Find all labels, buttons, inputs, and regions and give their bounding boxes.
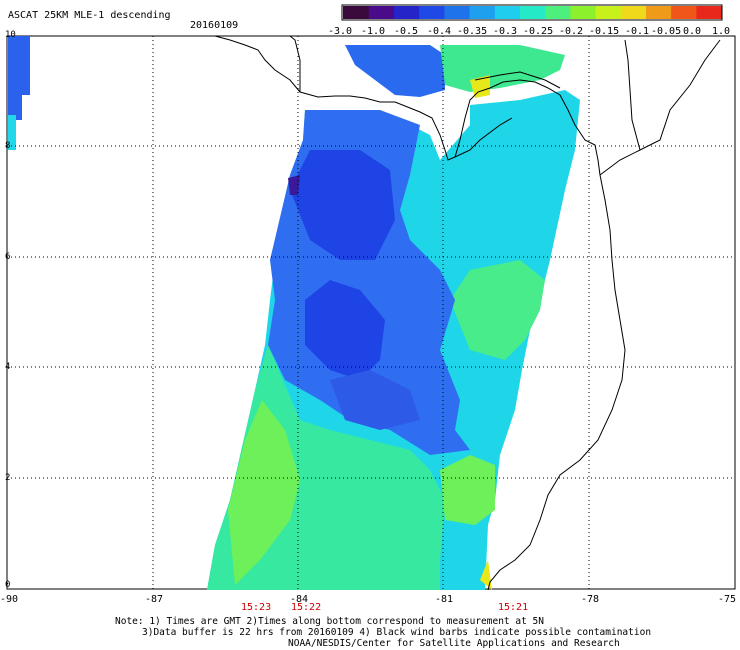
colorbar-swatch [695,6,722,19]
colorbar-tick: 1.0 [712,26,731,37]
longitude-label: -90 [0,594,19,605]
colorbar-swatch [368,6,394,19]
map-date: 20160109 [190,20,239,31]
colorbar-swatch [343,6,369,19]
colorbar-tick: -0.4 [427,26,452,37]
latitude-label: 8 [5,141,11,151]
coastline-main [214,35,626,591]
colorbar-tick: -0.2 [559,26,584,37]
graticule [7,36,735,589]
colorbar-swatch [443,6,470,19]
coastline-gulf-north [474,71,561,89]
swath-north-green [440,45,565,92]
swath-spot-yellow [480,560,492,590]
colorbar-swatch [645,6,672,19]
footnote-line: Note: 1) Times are GMT 2)Times along bot… [115,616,544,627]
latitude-label: 4 [5,362,11,372]
pass-time: 15:21 [498,602,529,613]
coastline-peninsula [289,35,301,92]
swath-west-cyan [8,115,16,150]
coastline-east [599,39,721,176]
swath-region-bright-green [228,400,300,585]
colorbar-swatch [544,6,571,19]
colorbar-tick: -0.1 [625,26,650,37]
colorbar-swatch [670,6,697,19]
colorbar-tick: -0.3 [493,26,518,37]
colorbar-tick: -3.0 [328,26,353,37]
colorbar-tick: -0.15 [589,26,620,37]
colorbar-swatch [494,6,520,19]
coastline-inlet [624,39,641,151]
colorbar-tick: -0.25 [523,26,554,37]
swath-region-dark-blue [290,150,395,260]
colorbar-swatch [469,6,495,19]
colorbar-tick: -0.35 [457,26,488,37]
longitude-label: -84 [290,594,309,605]
colorbar-swatch [418,6,445,19]
swath-north-blue [345,45,445,97]
colorbar-swatch [620,6,646,19]
pass-time: 15:22 [291,602,322,613]
swath-region-dark-blue-2 [305,280,385,380]
colorbar-swatch [569,6,596,19]
coastline [214,35,721,591]
colorbar-swatch [595,6,621,19]
latitude-label: 0 [5,580,11,590]
pass-time: 15:23 [241,602,272,613]
swath-spot-purple [288,175,300,195]
swath-region-green-east [450,260,545,360]
swath-region-green-southeast [440,455,495,525]
colorbar-tick: 0.0 [683,26,702,37]
latitude-label: 6 [5,252,11,262]
colorbar-swatch [393,6,420,19]
footnote-line: 3)Data buffer is 22 hrs from 20160109 4)… [142,627,652,638]
colorbar-tick: -1.0 [361,26,386,37]
colorbar-tick: -0.05 [651,26,682,37]
colorbar-outline [341,4,723,21]
wind-speed-swath [8,36,580,590]
latitude-label: 2 [5,473,11,483]
longitude-label: -78 [581,594,600,605]
coastline-gulf-inner [454,117,513,158]
swath-region-blue-south [330,370,420,430]
footnote-line: NOAA/NESDIS/Center for Satellite Applica… [288,638,620,649]
swath-north-yellow [470,75,490,98]
colorbar-tick: -0.5 [394,26,419,37]
longitude-label: -87 [145,594,164,605]
map-title: ASCAT 25KM MLE-1 descending [8,10,171,21]
longitude-label: -75 [718,594,737,605]
colorbar [341,4,723,21]
latitude-label: 10 [5,30,16,40]
colorbar-swatch [519,6,546,19]
longitude-label: -81 [435,594,454,605]
